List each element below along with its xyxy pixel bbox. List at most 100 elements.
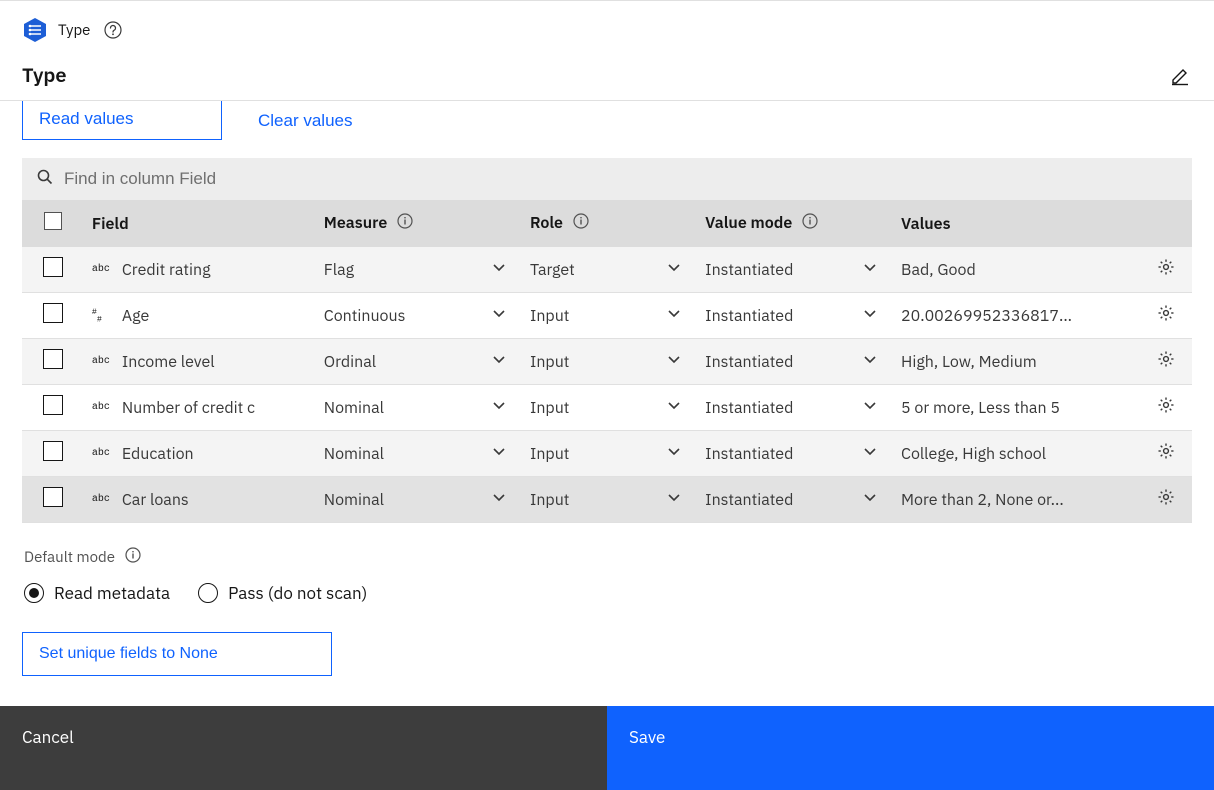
measure-select[interactable]: Nominal	[316, 477, 522, 523]
values-text: 5 or more, Less than 5	[901, 398, 1101, 418]
string-type-icon: abc	[92, 356, 114, 367]
measure-select[interactable]: Nominal	[316, 385, 522, 431]
value-mode-value: Instantiated	[705, 490, 793, 510]
value-mode-select[interactable]: Instantiated	[697, 385, 893, 431]
chevron-down-icon	[667, 490, 681, 510]
read-values-button[interactable]: Read values	[22, 101, 222, 140]
role-select[interactable]: Input	[522, 339, 697, 385]
edit-title-icon[interactable]	[1170, 66, 1190, 86]
field-name: Age	[122, 306, 149, 326]
value-mode-select[interactable]: Instantiated	[697, 339, 893, 385]
info-icon[interactable]	[573, 214, 589, 234]
row-settings-icon[interactable]	[1157, 445, 1175, 465]
header-role: Role	[530, 213, 563, 233]
action-row: Read values Clear values	[22, 101, 1192, 140]
save-button[interactable]: Save	[607, 706, 1214, 790]
set-unique-fields-none-button[interactable]: Set unique fields to None	[22, 632, 332, 676]
chevron-down-icon	[667, 260, 681, 280]
help-icon[interactable]	[104, 21, 122, 39]
role-select[interactable]: Input	[522, 431, 697, 477]
measure-value: Nominal	[324, 398, 384, 418]
role-select[interactable]: Input	[522, 385, 697, 431]
role-value: Input	[530, 444, 569, 464]
row-settings-icon[interactable]	[1157, 491, 1175, 511]
value-mode-select[interactable]: Instantiated	[697, 477, 893, 523]
role-select[interactable]: Input	[522, 293, 697, 339]
row-checkbox[interactable]	[43, 349, 63, 369]
radio-read-metadata-label: Read metadata	[54, 582, 170, 604]
row-checkbox[interactable]	[43, 303, 63, 323]
row-settings-icon[interactable]	[1157, 399, 1175, 419]
value-mode-value: Instantiated	[705, 260, 793, 280]
chevron-down-icon	[667, 444, 681, 464]
row-checkbox[interactable]	[43, 441, 63, 461]
header-field: Field	[92, 214, 129, 234]
string-type-icon: abc	[92, 402, 114, 413]
chevron-down-icon	[863, 306, 877, 326]
measure-value: Nominal	[324, 490, 384, 510]
values-text: 20.00269952336817...	[901, 306, 1101, 326]
measure-value: Nominal	[324, 444, 384, 464]
header: Type Type	[0, 1, 1214, 101]
role-select[interactable]: Target	[522, 247, 697, 293]
field-name: Credit rating	[122, 260, 211, 280]
table-row: abcNumber of credit cNominalInputInstant…	[22, 385, 1192, 431]
measure-select[interactable]: Flag	[316, 247, 522, 293]
save-label: Save	[629, 726, 665, 748]
value-mode-select[interactable]: Instantiated	[697, 293, 893, 339]
value-mode-select[interactable]: Instantiated	[697, 247, 893, 293]
row-checkbox[interactable]	[43, 257, 63, 277]
default-mode-label: Default mode	[24, 548, 115, 567]
row-checkbox[interactable]	[43, 487, 63, 507]
table-row: abcIncome levelOrdinalInputInstantiatedH…	[22, 339, 1192, 385]
measure-select[interactable]: Nominal	[316, 431, 522, 477]
measure-value: Ordinal	[324, 352, 376, 372]
row-settings-icon[interactable]	[1157, 261, 1175, 281]
header-values: Values	[901, 214, 951, 234]
cancel-button[interactable]: Cancel	[0, 706, 607, 790]
info-icon[interactable]	[802, 214, 818, 234]
chevron-down-icon	[667, 352, 681, 372]
value-mode-value: Instantiated	[705, 352, 793, 372]
chevron-down-icon	[492, 260, 506, 280]
search-input[interactable]	[64, 169, 1178, 189]
field-name: Income level	[122, 352, 215, 372]
clear-values-button[interactable]: Clear values	[246, 101, 365, 140]
measure-select[interactable]: Ordinal	[316, 339, 522, 385]
measure-select[interactable]: Continuous	[316, 293, 522, 339]
cancel-label: Cancel	[22, 726, 74, 748]
row-settings-icon[interactable]	[1157, 353, 1175, 373]
role-value: Target	[530, 260, 575, 280]
radio-pass[interactable]: Pass (do not scan)	[198, 582, 367, 604]
radio-pass-label: Pass (do not scan)	[228, 582, 367, 604]
info-icon[interactable]	[397, 214, 413, 234]
role-select[interactable]: Input	[522, 477, 697, 523]
chevron-down-icon	[863, 260, 877, 280]
row-settings-icon[interactable]	[1157, 307, 1175, 327]
default-mode-section: Default mode Read metadata Pass (do not …	[22, 547, 1192, 604]
fields-table: Field Measure Role Value mode Values abc…	[22, 200, 1192, 523]
role-value: Input	[530, 398, 569, 418]
chevron-down-icon	[492, 352, 506, 372]
value-mode-value: Instantiated	[705, 398, 793, 418]
search-icon	[36, 168, 54, 190]
select-all-checkbox[interactable]	[44, 212, 62, 230]
header-value-mode: Value mode	[705, 213, 792, 233]
chevron-down-icon	[492, 306, 506, 326]
string-type-icon: abc	[92, 264, 114, 275]
radio-read-metadata[interactable]: Read metadata	[24, 582, 170, 604]
field-name: Education	[122, 444, 194, 464]
table-row: ##AgeContinuousInputInstantiated20.00269…	[22, 293, 1192, 339]
role-value: Input	[530, 490, 569, 510]
info-icon[interactable]	[125, 547, 141, 568]
chevron-down-icon	[863, 398, 877, 418]
footer-bar: Cancel Save	[0, 706, 1214, 790]
value-mode-select[interactable]: Instantiated	[697, 431, 893, 477]
measure-value: Continuous	[324, 306, 406, 326]
page-title: Type	[22, 61, 1192, 88]
breadcrumb: Type	[22, 17, 1192, 43]
breadcrumb-label: Type	[58, 21, 90, 40]
row-checkbox[interactable]	[43, 395, 63, 415]
chevron-down-icon	[863, 352, 877, 372]
type-node-icon	[22, 17, 48, 43]
